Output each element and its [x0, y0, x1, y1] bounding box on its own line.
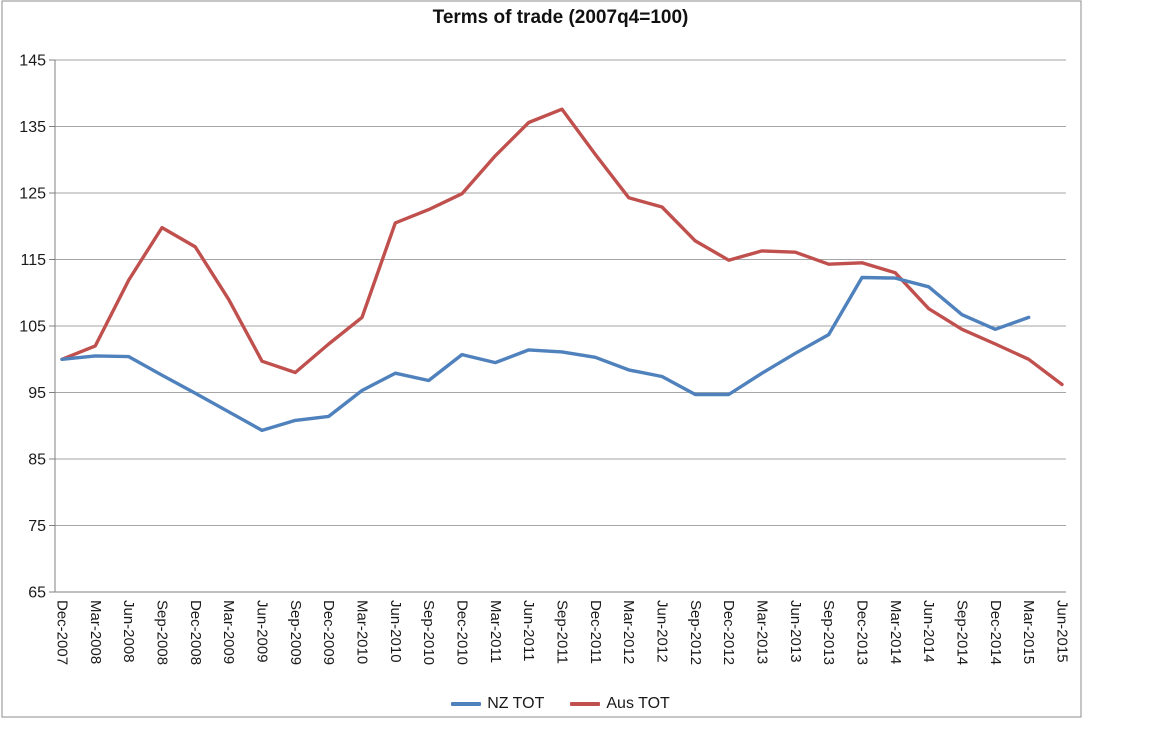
gridlines	[55, 59, 1066, 526]
x-tick-label-Sep-2013: Sep-2013	[820, 600, 837, 665]
x-tick-label-Mar-2008: Mar-2008	[87, 600, 104, 664]
x-tick-label-Dec-2008: Dec-2008	[187, 600, 204, 665]
y-tick-label-115: 115	[20, 252, 46, 269]
legend-label-nz-tot: NZ TOT	[487, 695, 545, 712]
x-tick-label-Dec-2009: Dec-2009	[320, 600, 337, 665]
x-tick-label-Mar-2009: Mar-2009	[220, 600, 237, 664]
chart-title: Terms of trade (2007q4=100)	[432, 7, 689, 28]
legend: NZ TOT Aus TOT	[0, 695, 1121, 713]
x-tick-label-Jun-2009: Jun-2009	[253, 600, 270, 663]
y-tick-label-135: 135	[19, 119, 46, 136]
series-line-nz-tot	[60, 275, 1031, 433]
x-tick-label-Sep-2010: Sep-2010	[420, 600, 437, 665]
y-tick-label-145: 145	[19, 53, 46, 70]
nz-tot-line-icon	[451, 702, 482, 706]
x-tick-label-Sep-2008: Sep-2008	[153, 600, 170, 665]
x-tick-label-Jun-2015: Jun-2015	[1053, 600, 1070, 663]
y-tick-label-75: 75	[28, 518, 46, 535]
x-tick-label-Jun-2008: Jun-2008	[120, 600, 137, 663]
legend-label-aus-tot: Aus TOT	[606, 695, 670, 712]
legend-item-aus-tot: Aus TOT	[570, 695, 670, 713]
legend-item-nz-tot: NZ TOT	[451, 695, 544, 713]
y-tick-label-95: 95	[28, 385, 46, 402]
x-tick-label-Sep-2011: Sep-2011	[553, 600, 570, 664]
series-lines	[60, 107, 1064, 433]
y-tick-label-65: 65	[28, 585, 46, 602]
x-tick-label-Mar-2014: Mar-2014	[887, 600, 904, 664]
x-tick-label-Sep-2014: Sep-2014	[953, 600, 970, 665]
x-tick-label-Jun-2014: Jun-2014	[920, 600, 937, 663]
chart-border	[1, 0, 1082, 718]
x-tick-label-Mar-2010: Mar-2010	[353, 600, 370, 664]
x-tick-label-Dec-2013: Dec-2013	[853, 600, 870, 665]
y-tick-label-85: 85	[28, 452, 46, 469]
x-tick-label-Dec-2010: Dec-2010	[453, 600, 470, 665]
x-axis-tick-labels: Dec-2007 Mar-2008 Jun-2008 Sep-2008 Dec-2008…	[54, 600, 1071, 665]
x-tick-label-Sep-2009: Sep-2009	[287, 600, 304, 665]
x-tick-label-Jun-2011: Jun-2011	[520, 600, 537, 661]
series-line-aus-tot	[60, 107, 1064, 387]
x-tick-label-Jun-2013: Jun-2013	[787, 600, 804, 663]
axes	[49, 59, 1066, 593]
x-tick-label-Sep-2012: Sep-2012	[687, 600, 704, 665]
x-tick-label-Mar-2012: Mar-2012	[620, 600, 637, 664]
aus-tot-line-icon	[570, 702, 601, 706]
y-tick-label-105: 105	[19, 319, 46, 336]
y-tick-label-125: 125	[19, 186, 46, 203]
x-tick-label-Dec-2011: Dec-2011	[587, 600, 604, 664]
x-tick-label-Dec-2012: Dec-2012	[720, 600, 737, 665]
x-tick-label-Mar-2015: Mar-2015	[1020, 600, 1037, 664]
x-tick-label-Dec-2014: Dec-2014	[987, 600, 1004, 665]
x-tick-label-Jun-2010: Jun-2010	[387, 600, 404, 663]
x-tick-label-Dec-2007: Dec-2007	[54, 600, 71, 665]
chart-border-rect	[1, 0, 1082, 718]
y-axis-tick-labels: 65 75 85 95 105 115 125 135 145	[19, 53, 46, 602]
x-tick-label-Jun-2012: Jun-2012	[653, 600, 670, 663]
x-tick-label-Mar-2011: Mar-2011	[487, 600, 504, 663]
x-tick-label-Mar-2013: Mar-2013	[753, 600, 770, 664]
